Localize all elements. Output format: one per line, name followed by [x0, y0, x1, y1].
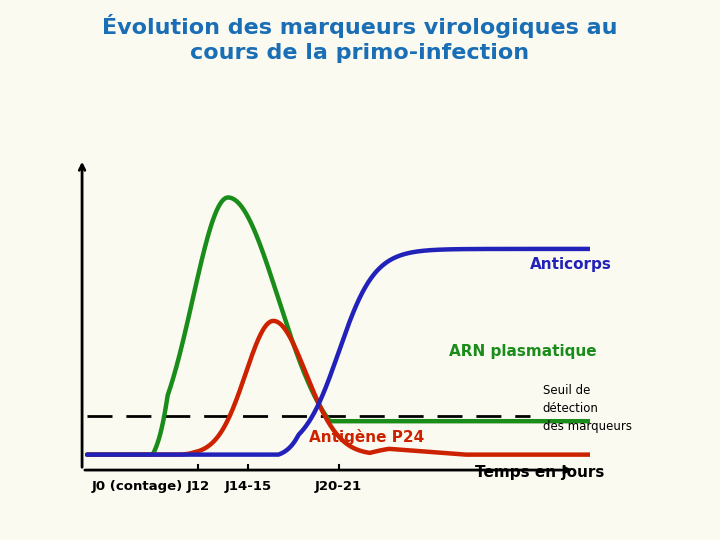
Text: Seuil de
détection
des marqueurs: Seuil de détection des marqueurs — [543, 384, 631, 433]
Text: J14-15: J14-15 — [225, 481, 271, 494]
Text: Évolution des marqueurs virologiques au
cours de la primo-infection: Évolution des marqueurs virologiques au … — [102, 14, 618, 63]
Text: J12: J12 — [186, 481, 210, 494]
Text: Antigène P24: Antigène P24 — [309, 429, 424, 444]
Text: J0 (contage): J0 (contage) — [92, 481, 184, 494]
Text: J20-21: J20-21 — [315, 481, 362, 494]
Text: Anticorps: Anticorps — [530, 257, 612, 272]
Text: ARN plasmatique: ARN plasmatique — [449, 345, 597, 359]
Text: Temps en jours: Temps en jours — [475, 465, 605, 481]
